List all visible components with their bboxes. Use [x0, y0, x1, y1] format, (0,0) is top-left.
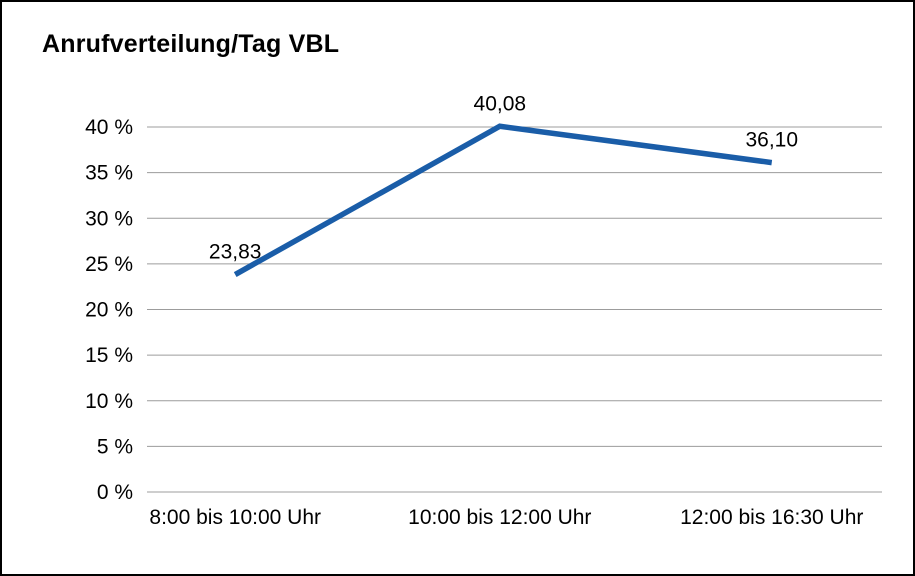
- x-category-label: 8:00 bis 10:00 Uhr: [149, 506, 321, 529]
- y-tick-label: 10 %: [85, 390, 133, 413]
- y-tick-label: 40 %: [85, 116, 133, 139]
- chart-title: Anrufverteilung/Tag VBL: [42, 30, 340, 58]
- series-line: [233, 123, 773, 277]
- y-tick-label: 25 %: [85, 253, 133, 276]
- point-label: 36,10: [745, 129, 798, 152]
- y-tick-label: 0 %: [97, 481, 133, 504]
- y-tick-label: 30 %: [85, 207, 133, 230]
- x-category-label: 12:00 bis 16:30 Uhr: [680, 506, 863, 529]
- y-tick-label: 35 %: [85, 162, 133, 185]
- point-label: 40,08: [474, 92, 527, 115]
- y-tick-label: 5 %: [97, 435, 133, 458]
- y-tick-label: 20 %: [85, 299, 133, 322]
- x-category-label: 10:00 bis 12:00 Uhr: [408, 506, 591, 529]
- point-label: 23,83: [209, 241, 262, 264]
- y-tick-label: 15 %: [85, 344, 133, 367]
